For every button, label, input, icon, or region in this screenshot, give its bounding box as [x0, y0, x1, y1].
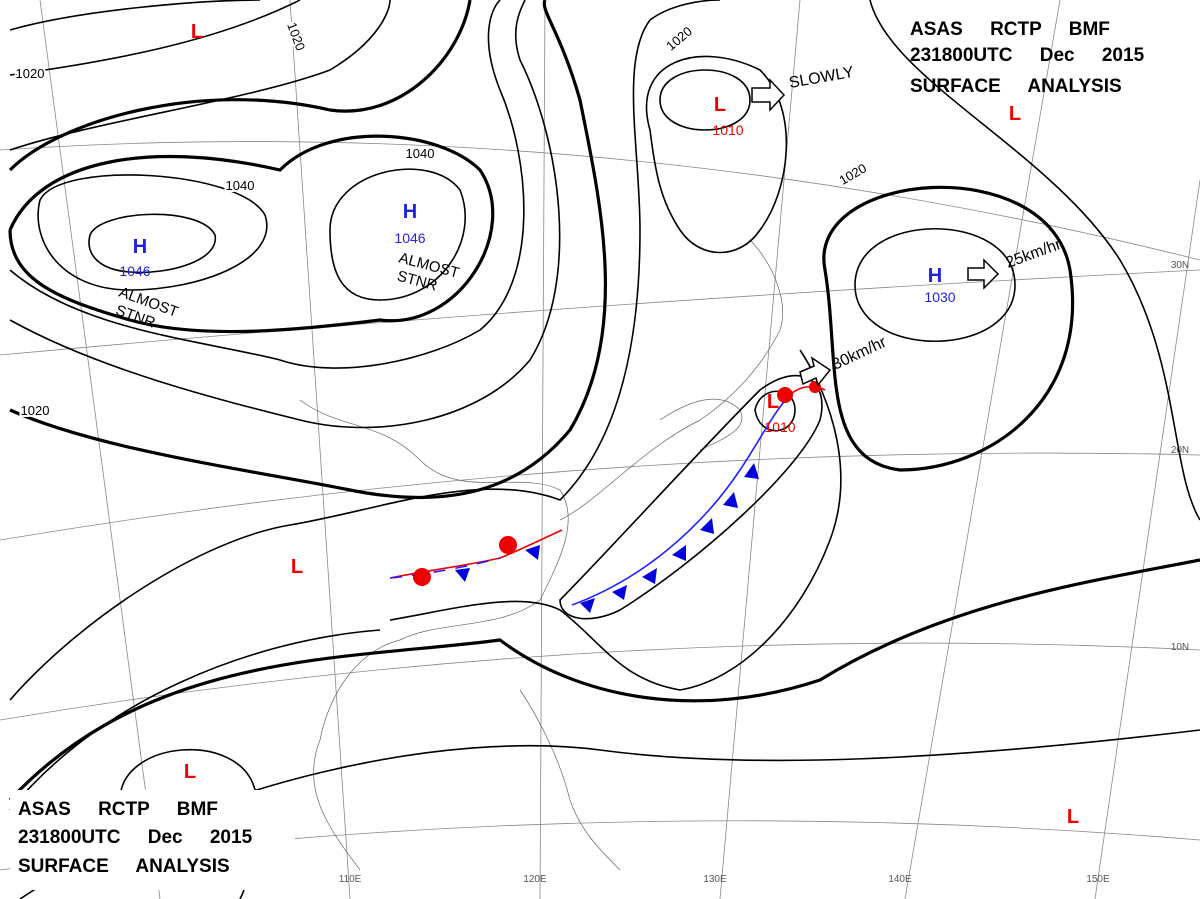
- isobar: [854, 227, 1016, 343]
- isobar: [645, 55, 788, 254]
- fronts: [389, 381, 826, 613]
- pressure-center-symbol: L: [767, 391, 779, 413]
- isobar: [9, 0, 525, 369]
- latitude-label: 30N: [1171, 260, 1189, 271]
- footer-line: ASAS RCTP BMF: [18, 799, 218, 820]
- coast: [559, 239, 784, 521]
- isobar: [329, 168, 466, 301]
- isobar: [8, 134, 495, 334]
- meridian: [1094, 179, 1200, 899]
- pressure-center-value: 1046: [394, 230, 425, 246]
- coast: [299, 399, 569, 871]
- pressure-center-value: 1030: [924, 289, 955, 305]
- isobar: [389, 349, 842, 691]
- isobar: [37, 174, 268, 291]
- longitude-label: 110E: [339, 874, 362, 885]
- warm-front-symbol: [777, 387, 793, 403]
- isobar: [9, 0, 561, 429]
- isobar: [9, 0, 261, 31]
- longitude-label: 130E: [703, 874, 727, 885]
- warm-front-symbol: [413, 568, 431, 586]
- longitude-label: 150E: [1086, 874, 1110, 885]
- longitude-label: 140E: [888, 874, 912, 885]
- pressure-center-symbol: H: [403, 201, 417, 223]
- isobar: [559, 374, 823, 620]
- isobar: [8, 558, 1200, 802]
- pressure-center-value: 1010: [712, 122, 743, 138]
- isobar: [822, 185, 1075, 472]
- cold-front-symbol: [455, 568, 470, 582]
- meridian: [539, 0, 546, 899]
- pressure-center-symbol: L: [1067, 806, 1079, 828]
- meridian: [39, 0, 161, 899]
- pressure-center-value: 1046: [119, 263, 150, 279]
- header-line: 231800UTC Dec 2015: [910, 45, 1145, 66]
- warm-front-symbol: [499, 536, 517, 554]
- pressure-center-symbol: L: [714, 94, 726, 116]
- cold-front: [571, 394, 791, 606]
- parallel: [0, 452, 1200, 541]
- motion-arrow: [799, 356, 832, 387]
- coastlines: [299, 239, 784, 871]
- isobar: [9, 0, 607, 500]
- pressure-center-symbol: L: [191, 21, 203, 43]
- pressure-center-symbol: H: [133, 236, 147, 258]
- footer: ASAS RCTP BMF 231800UTC Dec 2015 SURFACE…: [10, 790, 295, 890]
- latitude-label: 10N: [1171, 642, 1189, 653]
- header: ASAS RCTP BMF 231800UTC Dec 2015 SURFACE…: [910, 19, 1145, 97]
- isobar: [88, 213, 216, 274]
- pressure-center-symbol: L: [1009, 103, 1021, 125]
- motion-arrows: [751, 78, 1000, 387]
- isobar: [8, 0, 472, 172]
- header-line: SURFACE ANALYSIS: [910, 76, 1122, 97]
- isobar-label: 1040: [406, 146, 435, 161]
- parallel: [0, 141, 1200, 261]
- isobar: [9, 0, 301, 76]
- isobar: [9, 0, 721, 701]
- cold-front-symbols: [580, 463, 759, 613]
- isobar-label: 1040: [226, 178, 255, 193]
- cold-front-symbol: [525, 545, 540, 560]
- meridian: [289, 0, 351, 899]
- latitude-label: 20N: [1171, 445, 1189, 456]
- isobar: [659, 69, 751, 131]
- footer-line: 231800UTC Dec 2015: [18, 827, 253, 848]
- parallel: [0, 269, 1200, 356]
- isobar-label: 1020: [21, 403, 50, 418]
- isobars: [8, 0, 1200, 899]
- header-line: ASAS RCTP BMF: [910, 19, 1110, 40]
- footer-background: [10, 790, 295, 890]
- coast: [519, 689, 621, 871]
- motion-arrow: [967, 258, 1000, 290]
- pressure-center-value: 1010: [764, 419, 795, 435]
- footer-line: SURFACE ANALYSIS: [18, 856, 230, 877]
- pressure-center-symbol: H: [928, 265, 942, 287]
- pressure-center-symbol: L: [184, 761, 196, 783]
- longitude-label: 120E: [523, 874, 547, 885]
- isobar: [9, 629, 381, 811]
- isobar-label: 1020: [16, 66, 45, 81]
- isobar: [9, 0, 391, 151]
- motion-arrow: [751, 78, 786, 112]
- pressure-center-symbol: L: [291, 556, 303, 578]
- isobar: [869, 0, 1200, 521]
